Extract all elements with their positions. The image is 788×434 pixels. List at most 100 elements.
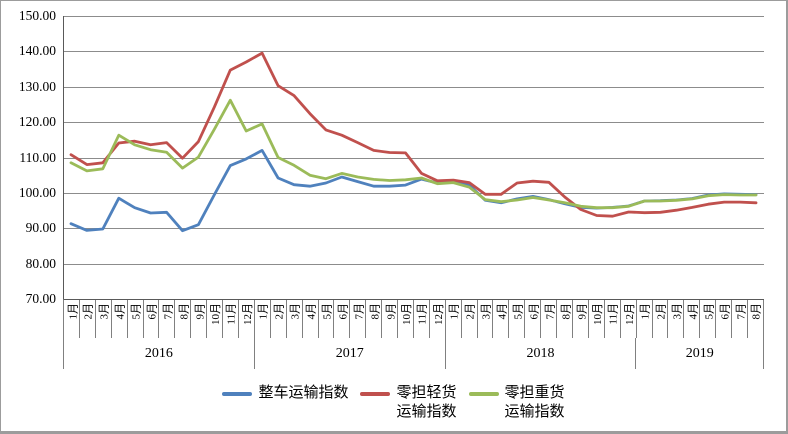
x-axis-month-cell: 3月: [478, 300, 494, 338]
x-axis-month-cell: 2月: [80, 300, 96, 338]
x-axis-month-cell: 9月: [573, 300, 589, 338]
x-axis-month-cell: 6月: [525, 300, 542, 338]
x-axis-year-row: 2016 2017 2018 2019: [63, 338, 764, 369]
x-axis-month-cell: 11月: [605, 300, 621, 338]
x-axis-month-cell: 10月: [589, 300, 605, 338]
series-line-2: [69, 98, 758, 210]
y-axis-tick-label: 100.00: [18, 184, 56, 200]
legend-label: 零担重货 运输指数: [505, 384, 565, 422]
x-axis-month-cell: 12月: [621, 300, 637, 338]
x-axis-month-cell: 6月: [144, 300, 160, 338]
x-axis-month-label: 1月: [639, 303, 652, 320]
x-axis-year-cell: 2018: [446, 338, 637, 369]
legend: 整车运输指数 零担轻货 运输指数 零担重货 运输指数: [1, 384, 786, 422]
legend-line-swatch-blue-icon: [222, 392, 253, 396]
x-axis-month-label: 12月: [241, 303, 254, 325]
x-axis-month-label: 8月: [178, 303, 191, 320]
y-axis-tick-label: 70.00: [25, 291, 56, 306]
x-axis-year-label: 2019: [685, 345, 714, 361]
x-axis-month-label: 4月: [687, 303, 700, 320]
x-axis-month-cell: 11月: [414, 300, 430, 338]
x-axis-month-label: 7月: [735, 303, 748, 320]
x-axis-month-label: 4月: [496, 303, 509, 320]
x-axis-month-cell: 5月: [319, 300, 335, 338]
x-axis-month-cell: 3月: [96, 300, 112, 338]
x-axis-month-label: 12月: [623, 303, 636, 325]
x-axis-month-label: 8月: [750, 303, 763, 320]
legend-label: 整车运输指数: [258, 384, 348, 403]
plot-area: [63, 16, 764, 300]
x-axis-year-cell: 2019: [636, 338, 764, 369]
x-axis-month-label: 4月: [114, 303, 127, 320]
legend-line-swatch-red-icon: [360, 392, 391, 396]
x-axis-month-cell: 4月: [493, 300, 510, 338]
x-axis-year-cell: 2017: [255, 338, 446, 369]
x-axis-month-cell: 8月: [366, 300, 383, 338]
x-axis-year-label: 2016: [144, 345, 173, 361]
x-axis-month-label: 5月: [703, 303, 716, 320]
y-axis-tick-label: 150.00: [18, 8, 56, 23]
x-axis-month-label: 8月: [369, 303, 382, 320]
x-axis-month-cell: 7月: [541, 300, 558, 338]
legend-label-line2: 运输指数: [396, 404, 457, 420]
legend-label: 零担轻货 运输指数: [396, 384, 456, 422]
legend-label-line2: 运输指数: [504, 404, 565, 420]
x-axis-month-label: 7月: [353, 303, 366, 320]
x-axis-month-cell: 7月: [159, 300, 176, 338]
x-axis-month-label: 2月: [273, 303, 286, 320]
x-axis-month-cell: 7月: [350, 300, 367, 338]
x-axis-month-label: 8月: [560, 303, 573, 320]
y-axis-tick-label: 90.00: [25, 220, 56, 236]
legend-label-line1: 零担轻货: [396, 385, 457, 401]
x-axis-month-label: 10月: [210, 303, 223, 325]
x-axis-month-cell: 12月: [239, 300, 255, 338]
y-axis-tick-label: 140.00: [18, 43, 56, 59]
x-axis-month-cell: 10月: [207, 300, 224, 338]
x-axis-month-cell: 10月: [398, 300, 414, 338]
x-axis-month-label: 1月: [448, 303, 461, 320]
legend-item-ltl-light-index: 零担轻货 运输指数: [360, 384, 457, 422]
x-axis-month-label: 5月: [321, 303, 334, 320]
x-axis-month-label: 6月: [337, 303, 350, 320]
y-axis-tick-label: 130.00: [18, 78, 56, 94]
legend-line-swatch-green-icon: [468, 392, 499, 396]
x-axis-month-label: 7月: [544, 303, 557, 320]
x-axis-month-cell: 3月: [668, 300, 685, 338]
x-axis-month-label: 10月: [591, 303, 604, 325]
x-axis-month-label: 9月: [576, 303, 588, 320]
x-axis-month-label: 2月: [655, 303, 668, 320]
x-axis-month-cell: 6月: [334, 300, 351, 338]
x-axis-month-label: 12月: [432, 303, 445, 325]
legend-label-line1: 整车运输指数: [258, 385, 349, 401]
x-axis-year-label: 2018: [526, 345, 555, 361]
x-axis-year-cell: 2016: [64, 338, 255, 369]
legend-item-fcl-index: 整车运输指数: [222, 384, 348, 403]
series-line-1: [69, 51, 758, 218]
x-axis-month-cell: 7月: [732, 300, 748, 338]
x-axis-month-label: 11月: [226, 303, 239, 325]
x-axis-month-label: 10月: [401, 303, 414, 325]
legend-item-ltl-heavy-index: 零担重货 运输指数: [468, 384, 565, 422]
x-axis-month-cell: 5月: [509, 300, 526, 338]
x-axis-month-cell: 2月: [653, 300, 669, 338]
x-axis-month-label: 3月: [289, 303, 302, 320]
x-axis-month-label: 3月: [480, 303, 493, 320]
x-axis-month-cell: 9月: [191, 300, 208, 338]
y-axis-tick-label: 110.00: [19, 149, 56, 165]
x-axis-month-cell: 3月: [287, 300, 303, 338]
x-axis-month-cell: 8月: [748, 300, 764, 338]
x-axis-month-cell: 6月: [716, 300, 733, 338]
y-axis-tick-label: 120.00: [18, 114, 56, 130]
x-axis-month-label: 6月: [146, 303, 159, 320]
x-axis-month-label: 2月: [464, 303, 477, 320]
x-axis-month-label: 9月: [194, 303, 207, 320]
y-axis-tick-label: 80.00: [25, 255, 56, 271]
x-axis-month-cell: 2月: [271, 300, 287, 338]
x-axis-month-cell: 8月: [175, 300, 192, 338]
y-axis: 150.00 140.00 130.00 120.00 110.00 100.00 90.0…: [1, 9, 56, 306]
x-axis-month-label: 7月: [162, 303, 175, 320]
x-axis-year-label: 2017: [335, 345, 364, 361]
x-axis-month-label: 11月: [416, 303, 429, 325]
x-axis-month-row: 1月 2月 3月 4月 5月 6月 7月 8月 9月 10月 11月 12月 1月 2月 3月 4月 5月 6月 7…: [63, 299, 764, 338]
